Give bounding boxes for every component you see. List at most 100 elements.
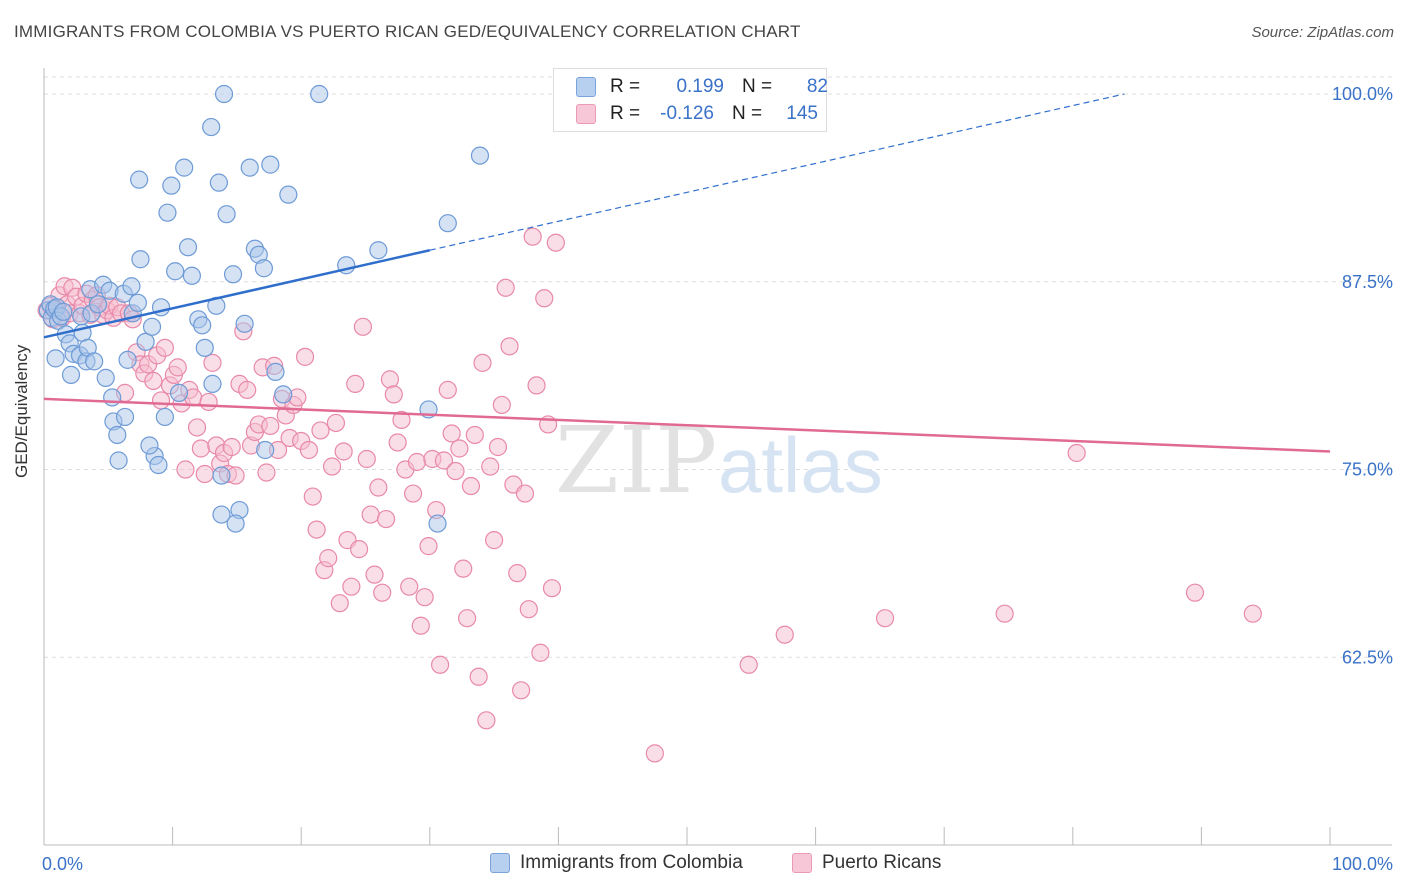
- point-puerto-ricans: [307, 520, 326, 539]
- point-puerto-ricans: [319, 549, 338, 568]
- point-puerto-ricans: [261, 416, 280, 436]
- point-colombia: [193, 316, 212, 335]
- point-puerto-ricans: [199, 392, 218, 412]
- point-puerto-ricans: [434, 451, 454, 470]
- point-puerto-ricans: [403, 484, 423, 503]
- point-colombia: [131, 250, 150, 269]
- point-colombia: [149, 455, 168, 475]
- point-puerto-ricans: [454, 559, 473, 578]
- point-colombia: [274, 385, 293, 404]
- point-puerto-ricans: [446, 461, 465, 481]
- point-puerto-ricans: [1067, 443, 1086, 463]
- point-puerto-ricans: [311, 421, 330, 440]
- y-axis-label: GED/Equivalency: [12, 344, 31, 478]
- point-colombia: [88, 295, 108, 314]
- point-puerto-ricans: [369, 478, 388, 497]
- bottom-legend-label: Immigrants from Colombia: [520, 852, 743, 873]
- point-colombia: [96, 368, 115, 387]
- legend-r-value: 0.199: [676, 76, 724, 97]
- point-puerto-ricans: [349, 540, 369, 559]
- legend-n-label: N =: [732, 103, 763, 124]
- point-colombia: [46, 349, 65, 368]
- point-puerto-ricans: [457, 609, 477, 628]
- trend-colombia: [43, 249, 431, 339]
- point-puerto-ricans: [303, 487, 322, 506]
- bottom-legend-colombia: Immigrants from Colombia: [490, 852, 743, 874]
- point-puerto-ricans: [531, 643, 550, 662]
- point-puerto-ricans: [388, 433, 407, 452]
- point-puerto-ricans: [488, 437, 508, 457]
- point-puerto-ricans: [473, 353, 492, 372]
- point-puerto-ricans: [187, 418, 207, 437]
- point-colombia: [261, 155, 280, 174]
- point-puerto-ricans: [419, 537, 438, 556]
- point-colombia: [310, 84, 329, 104]
- point-puerto-ricans: [535, 289, 554, 308]
- point-colombia: [128, 293, 147, 312]
- point-puerto-ricans: [508, 564, 527, 583]
- x-tick-label: 100.0%: [1332, 854, 1393, 874]
- point-colombia: [217, 205, 236, 224]
- point-puerto-ricans: [342, 577, 361, 596]
- point-colombia: [130, 170, 149, 189]
- point-colombia: [136, 332, 155, 351]
- point-puerto-ricans: [875, 609, 895, 628]
- point-puerto-ricans: [392, 410, 411, 430]
- point-colombia: [369, 241, 388, 260]
- point-puerto-ricans: [384, 385, 403, 404]
- point-colombia: [470, 146, 490, 165]
- point-puerto-ricans: [361, 505, 380, 524]
- y-tick-label: 100.0%: [1332, 84, 1393, 104]
- point-colombia: [162, 176, 181, 195]
- x-tick-label: 0.0%: [42, 854, 83, 874]
- legend-n-label: N =: [742, 76, 773, 97]
- point-puerto-ricans: [500, 337, 519, 356]
- point-colombia: [103, 388, 122, 407]
- point-puerto-ricans: [515, 484, 535, 503]
- point-puerto-ricans: [461, 476, 481, 496]
- point-colombia: [438, 214, 457, 233]
- point-colombia: [115, 407, 135, 427]
- point-puerto-ricans: [415, 588, 434, 607]
- point-colombia: [178, 238, 198, 257]
- point-puerto-ricans: [380, 370, 400, 389]
- point-puerto-ricans: [299, 440, 319, 460]
- trend-puerto-ricans: [43, 397, 1331, 453]
- point-puerto-ricans: [546, 233, 565, 252]
- point-puerto-ricans: [365, 565, 384, 584]
- legend-n-value: 145: [786, 103, 818, 124]
- tick-labels: 62.5% 75.0% 87.5% 100.0% 0.0% 100.0%: [42, 84, 1393, 874]
- point-colombia: [235, 314, 254, 333]
- point-colombia: [212, 505, 231, 524]
- point-puerto-ricans: [519, 600, 538, 619]
- point-puerto-ricans: [492, 395, 511, 415]
- point-puerto-ricans: [1185, 583, 1205, 602]
- point-puerto-ricans: [469, 667, 488, 686]
- stats-legend: R = 0.199 N = 82 R = -0.126 N = 145: [553, 68, 828, 132]
- point-puerto-ricans: [775, 625, 794, 644]
- y-tick-label: 75.0%: [1342, 460, 1393, 480]
- point-puerto-ricans: [257, 463, 276, 482]
- point-puerto-ricans: [411, 616, 430, 635]
- watermark-atlas: atlas: [718, 421, 883, 509]
- point-colombia: [203, 374, 222, 393]
- point-colombia: [169, 383, 189, 403]
- point-colombia: [266, 362, 285, 381]
- legend-r-label: R =: [610, 76, 641, 97]
- point-puerto-ricans: [645, 744, 664, 763]
- point-colombia: [108, 425, 127, 445]
- point-colombia: [223, 265, 243, 284]
- point-puerto-ricans: [442, 424, 461, 443]
- point-puerto-ricans: [512, 681, 531, 700]
- point-puerto-ricans: [144, 371, 163, 390]
- y-tick-label: 62.5%: [1342, 647, 1393, 667]
- chart-title: IMMIGRANTS FROM COLOMBIA VS PUERTO RICAN…: [14, 22, 801, 41]
- point-puerto-ricans: [527, 376, 546, 395]
- point-colombia: [254, 259, 274, 278]
- point-puerto-ricans: [334, 442, 353, 461]
- point-colombia: [209, 173, 228, 192]
- source-label: Source: ZipAtlas.com: [1251, 24, 1394, 41]
- point-puerto-ricans: [295, 347, 315, 366]
- legend-r-value: -0.126: [660, 103, 714, 124]
